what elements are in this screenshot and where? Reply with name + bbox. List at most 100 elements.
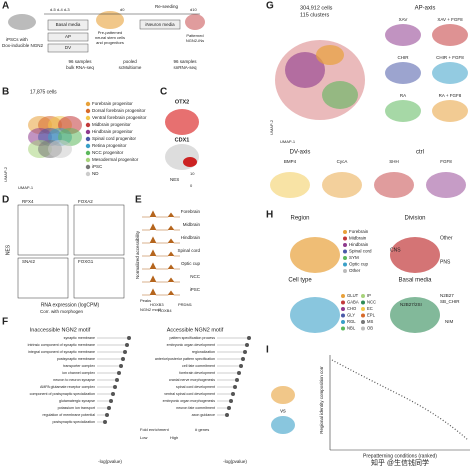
label: Prepatterning conditions (ranked): [363, 453, 437, 459]
box: [47, 43, 89, 53]
label: Patterned: [186, 33, 203, 38]
lollipop-dot: [231, 392, 235, 396]
lollipop-dot: [111, 392, 115, 396]
label: intrinsic component of synaptic membrane: [28, 343, 95, 347]
label: 0: [190, 183, 193, 188]
panel-frame: [17, 257, 69, 299]
lollipop-dot: [107, 406, 111, 410]
label: scMultiome: [119, 65, 142, 70]
lollipop-dot: [227, 406, 231, 410]
label: potassium ion transport: [58, 406, 95, 410]
track: [142, 210, 180, 218]
label: 96 samples: [173, 59, 197, 64]
legend-label: Hindbrain: [349, 242, 369, 247]
panel-frame: [17, 204, 69, 256]
panel-letter: F: [2, 317, 8, 328]
label: 17,875 cells: [30, 89, 57, 95]
legend-swatch: [343, 269, 347, 273]
label: 304,912 cells: [300, 5, 333, 11]
box: [47, 32, 89, 42]
legend-label: EPL: [367, 313, 376, 318]
lollipop-dot: [115, 378, 119, 382]
umap-small: [385, 24, 421, 46]
legend-label: MS: [367, 319, 373, 324]
lollipop-dot: [225, 413, 229, 417]
label: transporter complex: [63, 364, 95, 368]
label: XAV: [399, 17, 408, 22]
label: Midbrain: [183, 222, 201, 227]
panel-letter: B: [2, 87, 9, 98]
umap-small: [322, 172, 362, 198]
legend-label: Spinal cord: [349, 249, 372, 254]
label: iPSC: [190, 287, 201, 292]
label: XAV + FGF8: [437, 17, 463, 22]
label: DV: [65, 45, 71, 50]
label: cell fate commitment: [182, 364, 215, 368]
label: Hindbrain: [181, 235, 201, 240]
legend-swatch: [85, 164, 91, 170]
umap-small: [385, 62, 421, 84]
label: BMP4: [284, 159, 297, 164]
legend-swatch: [341, 320, 345, 324]
legend-swatch: [343, 236, 347, 241]
label: ion channel complex: [62, 371, 95, 375]
label: CycA: [337, 159, 348, 164]
legend-swatch: [343, 256, 347, 260]
legend-label: NBL: [347, 326, 356, 331]
label: d10: [190, 7, 197, 12]
label: integral component of synaptic membrane: [28, 350, 95, 354]
label: spinal cord development: [176, 385, 215, 389]
label: Re-seeding: [155, 4, 179, 9]
rank-curve: [331, 359, 469, 441]
lollipop-dot: [121, 357, 125, 361]
label: RA: [400, 93, 406, 98]
label: N2B27/2SI: [400, 302, 422, 307]
lollipop-dot: [127, 336, 131, 340]
legend-label: Optic cup: [349, 262, 369, 267]
label: CHIR: [398, 55, 410, 60]
umap-small: [385, 100, 421, 122]
track: [142, 223, 180, 231]
label: # genes: [195, 427, 209, 432]
label: Basal media: [56, 22, 81, 27]
legend-label: Midbrain: [349, 236, 367, 241]
label: AMPA glutamate receptor complex: [40, 385, 95, 389]
umap-division: [390, 237, 440, 273]
lollipop-dot: [247, 336, 251, 340]
legend-swatch: [341, 294, 345, 298]
label: Dox-inducible NGN2: [2, 43, 44, 48]
label: d-5 d-4 d-3: [50, 7, 70, 12]
label: component of postsynaptic specialization: [30, 392, 95, 396]
legend-label: iPSC: [92, 164, 103, 169]
legend-label: Midbrain progenitor: [92, 122, 131, 127]
label: AP: [65, 34, 71, 39]
label: Spinal cord: [177, 248, 200, 253]
label: forebrain development: [179, 371, 215, 375]
label: NGN2 motif: [140, 307, 162, 312]
legend-swatch: [85, 150, 91, 156]
label: Basal media: [398, 278, 432, 284]
label: Forebrain: [181, 209, 201, 214]
label: Pre-patterned: [98, 30, 122, 35]
label: regionalization: [192, 350, 215, 354]
box: [47, 19, 89, 31]
box: [139, 19, 181, 30]
label: Cell type: [288, 278, 312, 284]
lollipop-dot: [239, 364, 243, 368]
label: High: [170, 435, 178, 440]
lollipop-dot: [233, 385, 237, 389]
lollipop-dot: [243, 350, 247, 354]
label: 96 samples: [68, 59, 92, 64]
legend-swatch: [341, 326, 345, 331]
legend-swatch: [361, 313, 365, 318]
umap-small: [374, 172, 414, 198]
legend-label: GLY: [347, 313, 355, 318]
lollipop-dot: [245, 343, 249, 347]
decor: [8, 11, 470, 451]
label: bulk RNA-seq: [66, 65, 94, 70]
label: CHIR + FGF8: [436, 55, 464, 60]
legend-swatch: [343, 262, 347, 267]
label: -log(pvalue): [98, 459, 122, 464]
label: NES: [5, 244, 11, 255]
legend-label: IP: [367, 293, 371, 298]
